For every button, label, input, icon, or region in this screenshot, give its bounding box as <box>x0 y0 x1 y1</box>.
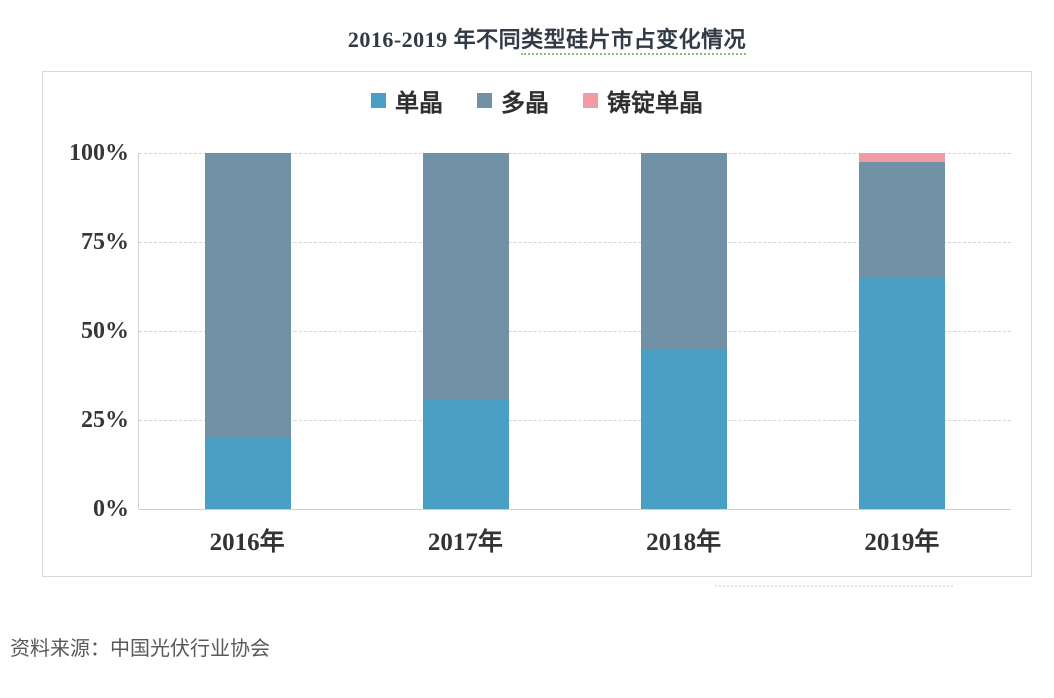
legend-swatch-icon <box>477 92 492 108</box>
page-title-text: 2016-2019 年不同 <box>347 27 522 52</box>
y-tick-label: 50% <box>81 318 129 344</box>
plot-area <box>138 153 1011 510</box>
y-tick-label: 100% <box>69 140 129 166</box>
bar-2018年 <box>641 153 727 509</box>
page-title-text-underlined: 类型硅片市占变化情况 <box>521 27 747 55</box>
y-tick-label: 75% <box>81 229 129 255</box>
chart-panel: 单晶 多晶 铸锭单晶 0% 25% 50% 75% 100% 2016年 2017年 2018年… <box>42 71 1032 577</box>
y-tick-label: 25% <box>81 407 129 433</box>
x-tick-label: 2019年 <box>864 529 940 556</box>
legend-label: 单晶 <box>395 90 443 117</box>
legend-item: 单晶 <box>371 83 443 118</box>
bar-2016年 <box>205 153 291 509</box>
bar-segment-铸锭单晶 <box>859 153 945 162</box>
x-tick-label: 2018年 <box>646 529 722 556</box>
bar-segment-多晶 <box>641 153 727 349</box>
source-note: 资料来源：中国光伏行业协会 <box>10 638 270 660</box>
bar-2017年 <box>423 153 509 509</box>
bar-segment-单晶 <box>205 437 291 509</box>
bar-segment-多晶 <box>205 153 291 438</box>
bar-segment-单晶 <box>859 277 945 509</box>
x-axis-labels: 2016年 2017年 2018年 2019年 <box>138 522 1011 556</box>
legend-item: 铸锭单晶 <box>583 83 703 118</box>
gridline <box>139 331 1011 332</box>
legend-swatch-icon <box>583 92 598 108</box>
y-tick-label: 0% <box>93 496 129 522</box>
bar-segment-单晶 <box>423 398 509 509</box>
legend-swatch-icon <box>371 92 386 108</box>
legend-label: 多晶 <box>501 90 549 117</box>
squiggle-artifact <box>715 585 953 587</box>
legend-label: 铸锭单晶 <box>607 90 703 117</box>
x-tick-label: 2016年 <box>209 529 285 556</box>
gridline <box>139 509 1011 510</box>
page-title: 2016-2019 年不同类型硅片市占变化情况 <box>40 22 1054 55</box>
y-axis-labels: 0% 25% 50% 75% 100% <box>43 140 129 522</box>
bar-2019年 <box>859 153 945 509</box>
bar-segment-单晶 <box>641 348 727 509</box>
gridline <box>139 420 1011 421</box>
x-tick-label: 2017年 <box>427 529 503 556</box>
gridline <box>139 153 1011 154</box>
bar-segment-多晶 <box>859 161 945 278</box>
legend-item: 多晶 <box>477 83 549 118</box>
bar-segment-多晶 <box>423 153 509 399</box>
gridline <box>139 242 1011 243</box>
chart-legend: 单晶 多晶 铸锭单晶 <box>43 83 1031 118</box>
